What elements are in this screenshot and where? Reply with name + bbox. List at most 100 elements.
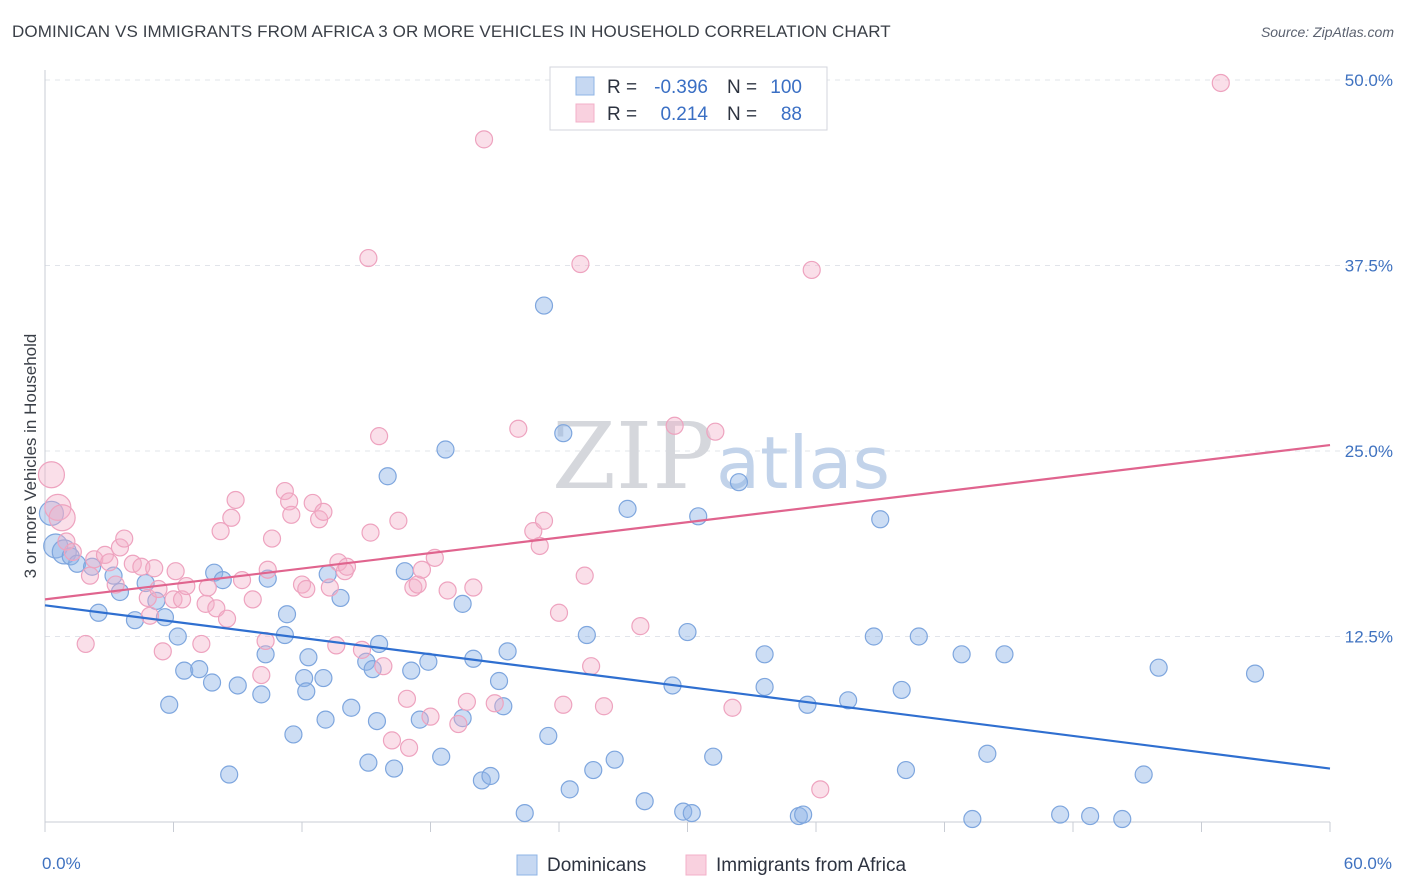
- dominicans-point: [432, 747, 451, 766]
- dominicans-point: [125, 611, 145, 630]
- x-tick-label-min: 0.0%: [42, 854, 81, 873]
- africa-point: [243, 590, 262, 609]
- legend-r-value-1: -0.396: [654, 77, 708, 98]
- legend-n-value-1: 100: [770, 77, 802, 98]
- africa-point: [110, 538, 130, 557]
- dominicans-point: [202, 673, 222, 692]
- dominicans-point: [1051, 805, 1070, 824]
- legend-swatch-pink: [575, 103, 595, 123]
- africa-point: [421, 707, 440, 726]
- africa-point: [57, 532, 76, 551]
- africa-point: [449, 714, 468, 734]
- dominicans-point: [755, 645, 774, 664]
- africa-point: [177, 576, 196, 596]
- dominicans-point: [410, 710, 429, 729]
- africa-point: [397, 689, 417, 708]
- africa-point: [359, 248, 378, 268]
- africa-point: [297, 579, 316, 599]
- dominicans-point: [755, 677, 774, 697]
- africa-point: [192, 634, 211, 654]
- africa-point: [382, 731, 402, 750]
- africa-point: [217, 609, 237, 628]
- africa-point: [464, 578, 483, 597]
- africa-point: [474, 130, 494, 149]
- series-legend-label-africa: Immigrants from Africa: [716, 855, 906, 876]
- dominicans-point: [314, 668, 333, 688]
- africa-point: [280, 492, 299, 511]
- dominicans-point: [896, 760, 916, 780]
- dominicans-point: [515, 803, 534, 823]
- dominicans-point: [436, 440, 455, 459]
- dominicans-point: [481, 766, 500, 786]
- dominicans-point: [618, 499, 637, 518]
- africa-point: [723, 698, 742, 717]
- africa-point: [85, 550, 104, 569]
- africa-point: [665, 416, 684, 435]
- africa-point: [153, 642, 172, 661]
- dominicans-point: [952, 645, 971, 664]
- dominicans-point: [682, 803, 701, 823]
- dominicans-point: [871, 510, 890, 529]
- africa-point: [80, 566, 100, 585]
- africa-point: [485, 694, 504, 713]
- dominicans-point: [175, 661, 194, 680]
- source-note: Source: ZipAtlas.com: [1260, 24, 1394, 40]
- legend-n-label-2: N =: [727, 104, 757, 125]
- africa-point: [282, 505, 301, 524]
- africa-point: [399, 738, 419, 757]
- africa-point: [802, 260, 821, 280]
- series-legend-swatch-africa: [685, 854, 707, 876]
- africa-point: [76, 634, 95, 654]
- africa-point: [438, 581, 457, 600]
- y-tick-label: 12.5%: [1345, 628, 1393, 647]
- dominicans-point: [190, 660, 209, 679]
- dominicans-point: [402, 661, 421, 680]
- africa-point: [594, 697, 614, 716]
- legend-n-label-1: N =: [727, 77, 757, 98]
- africa-point: [530, 536, 549, 556]
- dominicans-point: [864, 627, 883, 646]
- dominicans-point: [363, 660, 382, 679]
- dominicans-point: [1245, 664, 1265, 683]
- africa-point: [509, 419, 528, 438]
- dominicans-point: [534, 296, 554, 315]
- africa-point: [106, 575, 125, 594]
- africa-point: [314, 502, 333, 521]
- africa-point: [166, 562, 185, 581]
- series-legend-label-dominicans: Dominicans: [547, 855, 646, 876]
- y-tick-label: 50.0%: [1345, 71, 1393, 90]
- legend-swatch-blue: [575, 76, 595, 96]
- dominicans-point: [963, 809, 982, 829]
- y-axis-label: 3 or more Vehicles in Household: [21, 334, 40, 579]
- africa-point: [706, 422, 725, 441]
- dominicans-point: [453, 594, 472, 613]
- watermark: ZIP atlas: [552, 403, 890, 510]
- dominicans-points: [38, 296, 1265, 829]
- dominicans-point: [104, 566, 123, 585]
- africa-points: [37, 73, 1230, 799]
- africa-point: [457, 692, 477, 711]
- y-tick-labels: 12.5% 25.0% 37.5% 50.0%: [1345, 71, 1393, 647]
- dominicans-point: [370, 634, 389, 654]
- dominicans-point: [357, 652, 376, 671]
- x-tick-label-max: 60.0%: [1344, 854, 1392, 873]
- legend-r-value-2: 0.214: [660, 104, 708, 125]
- africa-point: [1211, 73, 1230, 93]
- africa-point: [63, 542, 82, 562]
- africa-point: [571, 254, 590, 274]
- africa-point: [575, 566, 594, 585]
- africa-point: [145, 559, 164, 578]
- dominicans-point: [794, 805, 813, 824]
- africa-point: [115, 529, 134, 548]
- y-tick-label: 37.5%: [1345, 257, 1393, 276]
- dominicans-point: [489, 671, 509, 691]
- dominicans-point: [539, 726, 558, 746]
- dominicans-point: [560, 780, 579, 799]
- dominicans-point: [68, 554, 87, 573]
- dominicans-point: [577, 625, 596, 645]
- dominicans-point: [472, 771, 491, 790]
- africa-point: [408, 575, 427, 594]
- dominicans-trend-line: [44, 604, 1331, 770]
- dominicans-point: [359, 753, 378, 772]
- watermark-zip: ZIP: [552, 403, 714, 510]
